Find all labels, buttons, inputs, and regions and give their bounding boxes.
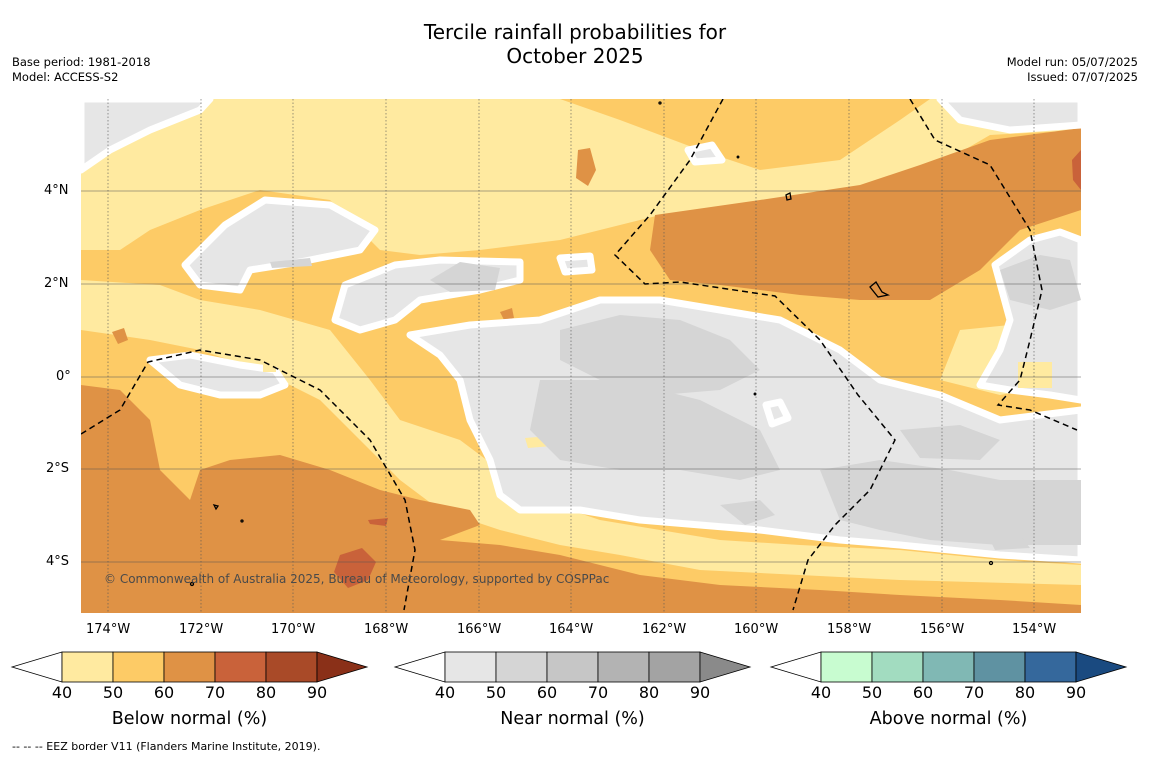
colorbar-tick-label: 90 [1065, 683, 1087, 702]
colorbar-tick-label: 80 [1014, 683, 1036, 702]
near-normal-50-patches [270, 255, 1081, 550]
colorbar-segment [597, 651, 650, 683]
lon-tick-170w: 170°W [271, 622, 316, 637]
colorbar-over-triangle [699, 651, 752, 683]
lat-tick-2s: 2°S [46, 461, 70, 476]
lon-tick-174w: 174°W [86, 622, 131, 637]
lon-tick-154w: 154°W [1012, 622, 1057, 637]
colorbar-tick-label: 40 [51, 683, 73, 702]
model-run: Model run: 05/07/2025 [1006, 55, 1138, 69]
region-below-60-northeast [650, 128, 1081, 300]
colorbar-above-label: Above normal (%) [869, 709, 1028, 729]
region-near-small [684, 141, 726, 166]
eez-borders [81, 99, 1078, 611]
colorbar-segment [112, 651, 165, 683]
colorbar-segment [546, 651, 599, 683]
colorbar-tick-label: 60 [912, 683, 934, 702]
colorbar-segment [820, 651, 873, 683]
colorbar-tick-label: 50 [861, 683, 883, 702]
colorbar-near-normal [393, 651, 752, 683]
colorbar-segment [922, 651, 975, 683]
region-near-nw [81, 99, 214, 174]
colorbar-segment [871, 651, 924, 683]
colorbar-near-label: Near normal (%) [500, 709, 645, 729]
region-below-70-small [368, 518, 388, 526]
meta-right: Model run: 05/07/2025 Issued: 07/07/2025 [1007, 55, 1138, 85]
colorbar-below-label: Below normal (%) [111, 709, 268, 729]
graticule [81, 99, 1081, 613]
colorbar-tick-label: 40 [810, 683, 832, 702]
lon-tick-164w: 164°W [549, 622, 594, 637]
colorbar-tick-label: 70 [204, 683, 226, 702]
title-line-2: October 2025 [506, 44, 644, 68]
colorbar-tick-label: 70 [963, 683, 985, 702]
colorbar-tick-label: 90 [306, 683, 328, 702]
colorbar-tick-label: 40 [434, 683, 456, 702]
islands [189, 101, 994, 587]
lon-tick-156w: 156°W [920, 622, 965, 637]
colorbar-tick-label: 70 [587, 683, 609, 702]
lat-tick-0: 0° [56, 369, 71, 384]
region-near-ne [936, 99, 1081, 134]
region-below-60-southwest [81, 385, 1081, 613]
colorbar-segment [495, 651, 548, 683]
lon-tick-162w: 162°W [642, 622, 687, 637]
colorbar-tick-label: 80 [638, 683, 660, 702]
colorbar-tick-label: 50 [485, 683, 507, 702]
colorbar-under-triangle [769, 651, 822, 683]
lat-tick-4s: 4°S [46, 554, 70, 569]
region-below-70-spot [334, 548, 376, 588]
map-title: Tercile rainfall probabilities for Octob… [0, 20, 1150, 68]
region-near-west-blob [181, 196, 379, 294]
lon-tick-166w: 166°W [457, 622, 502, 637]
colorbar-segment [163, 651, 216, 683]
lat-tick-4n: 4°N [44, 183, 69, 198]
issued-date: Issued: 07/07/2025 [1027, 70, 1138, 84]
colorbar-segment [214, 651, 267, 683]
colorbar-over-triangle [1075, 651, 1128, 683]
region-below-40-south [81, 280, 1081, 585]
colorbar-under-triangle [393, 651, 446, 683]
colorbar-segment [61, 651, 114, 683]
region-near-tiny [556, 252, 596, 276]
lon-tick-160w: 160°W [734, 622, 779, 637]
eez-footnote: -- -- -- EEZ border V11 (Flanders Marine… [12, 740, 321, 753]
copyright-notice: © Commonwealth of Australia 2025, Bureau… [104, 572, 610, 586]
region-below-60-tiny2 [500, 308, 514, 320]
colorbar-over-triangle [316, 651, 369, 683]
region-near-sw-blob [146, 351, 289, 399]
region-below-70-edge [1072, 150, 1081, 190]
colorbar-segment [1024, 651, 1077, 683]
colorbar-below-normal [10, 651, 369, 683]
base-period: Base period: 1981-2018 [12, 55, 151, 69]
colorbar-tick-label: 80 [255, 683, 277, 702]
colorbar-tick-label: 60 [153, 683, 175, 702]
colorbar-above-normal [769, 651, 1128, 683]
colorbar-tick-label: 90 [689, 683, 711, 702]
colorbar-segment [265, 651, 318, 683]
map-area [81, 99, 1081, 613]
lat-tick-2n: 2°N [44, 276, 69, 291]
region-below-60-tiny [112, 328, 128, 344]
title-line-1: Tercile rainfall probabilities for [423, 20, 727, 44]
region-near-dot [762, 398, 792, 428]
lon-tick-168w: 168°W [364, 622, 409, 637]
lon-tick-158w: 158°W [827, 622, 872, 637]
lon-tick-172w: 172°W [179, 622, 224, 637]
region-below-40-hole2 [1018, 362, 1052, 388]
colorbar-tick-label: 50 [102, 683, 124, 702]
colorbar-segment [648, 651, 701, 683]
colorbar-segment [444, 651, 497, 683]
colorbar-segment [973, 651, 1026, 683]
colorbar-tick-label: 60 [536, 683, 558, 702]
colorbar-under-triangle [10, 651, 63, 683]
model-name: Model: ACCESS-S2 [12, 70, 119, 84]
meta-left: Base period: 1981-2018 Model: ACCESS-S2 [12, 55, 151, 85]
region-below-60-spot [576, 148, 596, 186]
colorbars [10, 651, 1128, 683]
